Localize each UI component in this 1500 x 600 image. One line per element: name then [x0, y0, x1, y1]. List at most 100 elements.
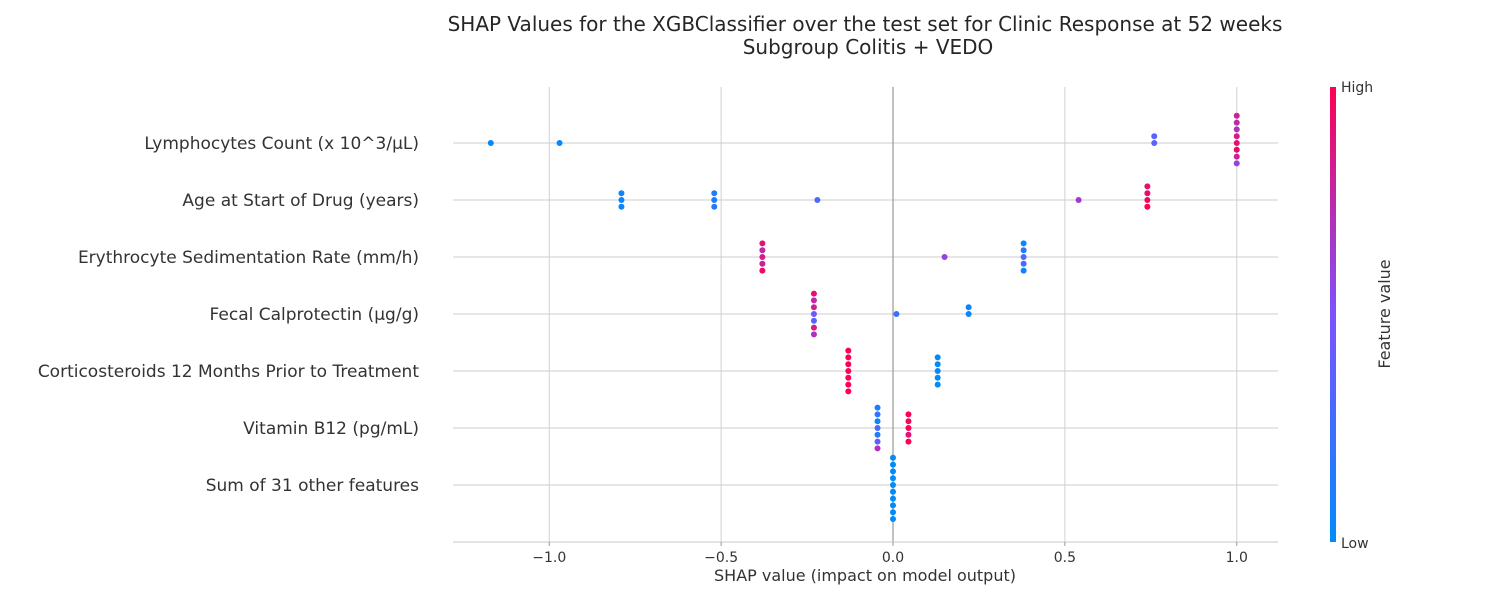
shap-point — [845, 354, 852, 361]
shap-point — [618, 197, 625, 203]
shap-point — [890, 502, 896, 509]
shap-point — [1233, 146, 1240, 153]
shap-point — [934, 354, 941, 361]
shap-point — [1233, 153, 1240, 160]
shap-point — [1144, 190, 1151, 197]
shap-point — [893, 311, 900, 317]
shap-point — [1020, 260, 1027, 267]
colorbar-title: Feature value — [1375, 259, 1394, 368]
shap-point — [890, 495, 896, 502]
shap-point — [905, 411, 912, 418]
shap-point — [874, 418, 881, 425]
shap-point — [1144, 203, 1151, 210]
points-layer — [487, 112, 1240, 522]
shap-point — [810, 331, 817, 338]
shap-point — [1233, 126, 1240, 133]
shap-point — [810, 324, 817, 331]
shap-point — [890, 488, 896, 495]
shap-point — [874, 438, 881, 445]
shap-point — [711, 197, 718, 203]
shap-point — [1233, 119, 1240, 126]
shap-point — [1144, 183, 1151, 190]
shap-point — [905, 418, 912, 425]
feature-label: Erythrocyte Sedimentation Rate (mm/h) — [78, 248, 419, 268]
shap-point — [759, 254, 766, 260]
shap-point — [965, 311, 972, 317]
shap-point — [1151, 140, 1158, 146]
chart-title-line-1: SHAP Values for the XGBClassifier over t… — [448, 12, 1283, 36]
feature-label: Vitamin B12 (pg/mL) — [243, 419, 419, 439]
shap-point — [810, 311, 817, 317]
shap-point — [618, 190, 625, 197]
x-axis-label: SHAP value (impact on model output) — [714, 566, 1016, 585]
shap-point — [1233, 160, 1240, 167]
shap-point — [810, 290, 817, 297]
shap-point — [874, 411, 881, 418]
shap-point — [759, 240, 766, 247]
x-tick-label: 0.5 — [1054, 550, 1076, 566]
shap-point — [1020, 247, 1027, 254]
shap-point — [845, 361, 852, 368]
feature-label: Age at Start of Drug (years) — [182, 191, 419, 211]
shap-point — [890, 482, 896, 488]
shap-point — [934, 361, 941, 368]
shap-point — [711, 203, 718, 210]
shap-point — [1233, 112, 1240, 119]
shap-point — [905, 438, 912, 445]
shap-point — [1020, 240, 1027, 247]
shap-point — [890, 475, 896, 482]
shap-point — [845, 381, 852, 388]
shap-point — [618, 203, 625, 210]
shap-point — [1020, 254, 1027, 260]
shap-point — [874, 431, 881, 438]
x-axis: −1.0 −0.5 0.0 0.5 1.0 — [453, 541, 1278, 566]
colorbar-low-label: Low — [1341, 536, 1369, 552]
shap-point — [890, 509, 896, 516]
shap-point — [814, 197, 821, 203]
shap-point — [890, 468, 896, 475]
shap-point — [711, 190, 718, 197]
grid-lines — [453, 87, 1278, 542]
feature-label: Fecal Calprotectin (μg/g) — [210, 305, 419, 325]
shap-point — [1075, 197, 1082, 203]
shap-point — [890, 454, 896, 461]
shap-point — [941, 254, 948, 260]
shap-point — [874, 445, 881, 452]
shap-point — [845, 368, 852, 374]
shap-point — [759, 267, 766, 274]
shap-point — [810, 317, 817, 324]
shap-point — [874, 425, 881, 431]
feature-label: Corticosteroids 12 Months Prior to Treat… — [38, 362, 420, 382]
feature-label: Sum of 31 other features — [206, 476, 419, 496]
shap-point — [845, 347, 852, 354]
shap-point — [905, 425, 912, 431]
x-tick-label: −1.0 — [532, 550, 566, 566]
shap-point — [810, 304, 817, 311]
shap-point — [845, 388, 852, 395]
x-tick-label: 0.0 — [882, 550, 904, 566]
chart-title-line-2: Subgroup Colitis + VEDO — [743, 35, 994, 59]
shap-point — [759, 247, 766, 254]
shap-point — [905, 431, 912, 438]
shap-point — [934, 374, 941, 381]
colorbar: High Low Feature value — [1330, 80, 1394, 552]
shap-point — [487, 140, 494, 146]
feature-labels: Lymphocytes Count (x 10^3/μL) Age at Star… — [38, 134, 420, 496]
colorbar-gradient — [1330, 87, 1336, 542]
shap-point — [759, 260, 766, 267]
colorbar-high-label: High — [1341, 80, 1373, 96]
shap-point — [965, 304, 972, 311]
x-tick-label: −0.5 — [704, 550, 738, 566]
shap-point — [934, 381, 941, 388]
shap-point — [874, 404, 881, 411]
shap-point — [845, 374, 852, 381]
shap-point — [1020, 267, 1027, 274]
shap-point — [1233, 140, 1240, 146]
shap-point — [1144, 197, 1151, 203]
shap-point — [890, 516, 896, 522]
feature-label: Lymphocytes Count (x 10^3/μL) — [144, 134, 419, 154]
shap-point — [1151, 133, 1158, 140]
shap-point — [934, 368, 941, 374]
shap-point — [1233, 133, 1240, 140]
